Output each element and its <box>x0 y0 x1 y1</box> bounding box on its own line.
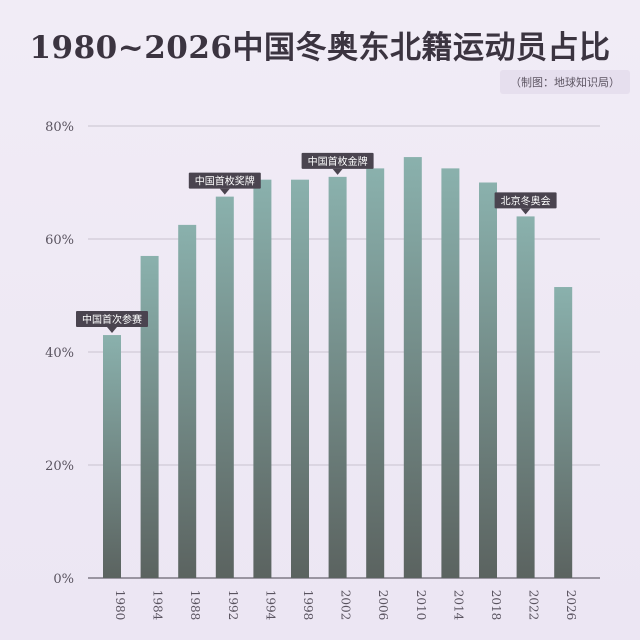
annotation-label: 中国首枚金牌 <box>308 155 368 168</box>
annotation-pointer <box>332 168 343 175</box>
bar-2022 <box>516 216 535 578</box>
y-tick-label: 40% <box>45 346 74 361</box>
y-tick-label: 20% <box>45 459 74 474</box>
x-tick-label-2022: 2022 <box>527 590 541 621</box>
x-tick-label-2026: 2026 <box>564 590 578 621</box>
annotation-box <box>301 152 374 169</box>
x-tick-label-1992: 1992 <box>226 590 240 621</box>
y-tick-label: 80% <box>45 120 74 135</box>
bar-2018 <box>479 182 497 578</box>
bar-1992 <box>215 196 234 578</box>
y-tick-label: 60% <box>45 233 74 248</box>
bar-2006 <box>366 168 385 578</box>
annotation-2022: 北京冬奥会 <box>494 192 557 215</box>
annotation-label: 中国首次参赛 <box>82 313 142 326</box>
x-tick-label-1994: 1994 <box>263 590 277 621</box>
annotation-pointer <box>219 188 230 195</box>
x-tick-label-2006: 2006 <box>376 590 390 621</box>
x-tick-label-1988: 1988 <box>188 590 202 621</box>
bar-2002 <box>328 176 347 578</box>
bar-2014 <box>441 168 460 578</box>
bar-1988 <box>178 224 197 578</box>
annotation-box <box>76 311 148 328</box>
x-tick-label-1984: 1984 <box>151 590 165 621</box>
x-tick-label-1980: 1980 <box>113 590 127 621</box>
bar-1984 <box>140 255 159 578</box>
y-tick-label: 0% <box>53 572 74 587</box>
annotation-pointer <box>107 327 117 334</box>
bar-2010 <box>403 157 422 578</box>
chart-title: 1980~2026中国冬奥东北籍运动员占比 <box>29 30 611 66</box>
x-tick-label-2014: 2014 <box>451 590 465 621</box>
bar-1980 <box>103 335 121 578</box>
x-tick-label-2002: 2002 <box>339 590 353 621</box>
bar-2026 <box>554 287 573 578</box>
annotation-1980: 中国首次参赛 <box>76 311 148 334</box>
x-tick-label-2010: 2010 <box>414 590 428 621</box>
credit-label: （制图：地球知识局） <box>500 70 630 94</box>
annotation-pointer <box>520 208 531 215</box>
annotation-box <box>494 192 557 209</box>
annotation-2002: 中国首枚金牌 <box>301 152 374 175</box>
bar-1994 <box>253 179 272 579</box>
annotation-label: 中国首枚奖牌 <box>195 175 255 188</box>
annotation-box <box>188 172 261 189</box>
x-tick-label-2018: 2018 <box>489 590 503 621</box>
bar-1998 <box>291 179 309 579</box>
annotation-1992: 中国首枚奖牌 <box>188 172 261 195</box>
annotation-label: 北京冬奥会 <box>501 194 551 207</box>
x-tick-label-1998: 1998 <box>301 590 315 621</box>
